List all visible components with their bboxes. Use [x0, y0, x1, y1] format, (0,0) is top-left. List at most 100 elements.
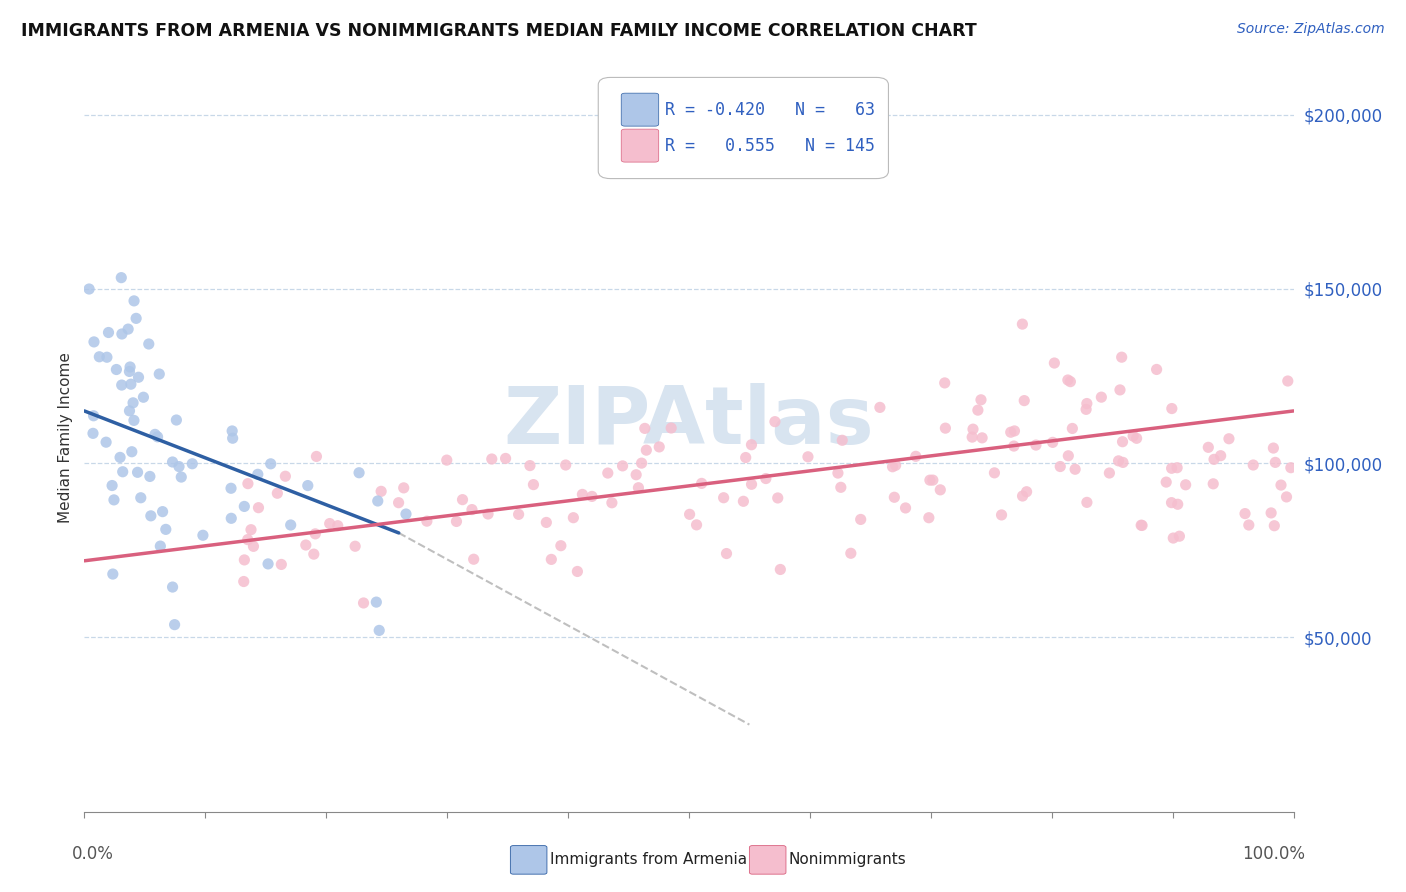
- Point: [536, 516, 558, 530]
- Point: [1263, 441, 1285, 455]
- Text: 100.0%: 100.0%: [1243, 846, 1306, 863]
- Point: [392, 481, 415, 495]
- Point: [152, 505, 174, 519]
- Point: [162, 455, 184, 469]
- Text: R =   0.555   N = 145: R = 0.555 N = 145: [665, 136, 875, 154]
- Point: [103, 492, 125, 507]
- Point: [446, 515, 468, 529]
- Point: [1064, 462, 1087, 476]
- Point: [1260, 506, 1282, 520]
- Point: [921, 473, 943, 487]
- Point: [882, 459, 904, 474]
- Point: [122, 396, 145, 410]
- Point: [232, 574, 254, 589]
- Point: [685, 517, 707, 532]
- Point: [894, 500, 917, 515]
- Point: [918, 510, 941, 524]
- Point: [105, 362, 128, 376]
- Point: [550, 539, 572, 553]
- Point: [221, 431, 243, 445]
- Point: [368, 624, 391, 638]
- FancyBboxPatch shape: [621, 129, 659, 162]
- Point: [353, 596, 375, 610]
- Point: [1264, 455, 1286, 469]
- Point: [83, 334, 105, 349]
- Point: [983, 466, 1005, 480]
- Point: [1270, 478, 1292, 492]
- Y-axis label: Median Family Income: Median Family Income: [58, 351, 73, 523]
- Point: [713, 491, 735, 505]
- Point: [111, 326, 134, 341]
- Point: [155, 522, 177, 536]
- Point: [627, 481, 650, 495]
- Point: [567, 565, 589, 579]
- Point: [540, 552, 562, 566]
- Point: [436, 453, 458, 467]
- Point: [138, 337, 160, 351]
- Point: [1011, 317, 1033, 331]
- Point: [1209, 449, 1232, 463]
- Point: [929, 483, 952, 497]
- Point: [571, 487, 593, 501]
- Point: [132, 390, 155, 404]
- Point: [690, 476, 713, 491]
- Point: [1098, 466, 1121, 480]
- Point: [1161, 531, 1184, 545]
- Point: [139, 469, 162, 483]
- Point: [125, 311, 148, 326]
- Point: [1062, 421, 1084, 435]
- Point: [630, 456, 652, 470]
- Point: [274, 469, 297, 483]
- Point: [636, 443, 658, 458]
- Point: [1275, 490, 1298, 504]
- Point: [242, 539, 264, 553]
- Point: [101, 567, 124, 582]
- Point: [191, 528, 214, 542]
- Point: [236, 533, 259, 547]
- Point: [111, 465, 134, 479]
- Point: [1174, 477, 1197, 491]
- Point: [934, 376, 956, 390]
- Point: [387, 496, 409, 510]
- Point: [129, 491, 152, 505]
- Point: [797, 450, 820, 464]
- Point: [247, 500, 270, 515]
- Point: [170, 470, 193, 484]
- Text: Immigrants from Armenia: Immigrants from Armenia: [550, 853, 747, 867]
- Point: [219, 481, 242, 495]
- Point: [1004, 424, 1026, 438]
- Point: [612, 458, 634, 473]
- Point: [297, 478, 319, 492]
- Point: [305, 450, 328, 464]
- Point: [1111, 350, 1133, 364]
- Point: [1154, 475, 1177, 489]
- Point: [839, 546, 862, 560]
- Point: [117, 322, 139, 336]
- Point: [246, 467, 269, 482]
- Point: [120, 359, 142, 374]
- Point: [740, 438, 762, 452]
- Point: [111, 378, 134, 392]
- Point: [1076, 495, 1098, 509]
- Point: [495, 451, 517, 466]
- Point: [149, 539, 172, 553]
- Point: [1167, 497, 1189, 511]
- Point: [240, 523, 263, 537]
- Point: [659, 421, 682, 435]
- Point: [77, 282, 100, 296]
- Text: R = -0.420   N =   63: R = -0.420 N = 63: [665, 101, 875, 119]
- Point: [972, 431, 994, 445]
- Point: [1112, 455, 1135, 469]
- Point: [344, 539, 367, 553]
- Point: [755, 471, 778, 485]
- Point: [648, 440, 671, 454]
- Point: [165, 413, 187, 427]
- Point: [221, 424, 243, 438]
- Text: Nonimmigrants: Nonimmigrants: [789, 853, 907, 867]
- Point: [1237, 518, 1260, 533]
- Point: [962, 422, 984, 436]
- Point: [122, 413, 145, 427]
- Point: [89, 350, 111, 364]
- Point: [763, 415, 786, 429]
- Point: [1076, 396, 1098, 410]
